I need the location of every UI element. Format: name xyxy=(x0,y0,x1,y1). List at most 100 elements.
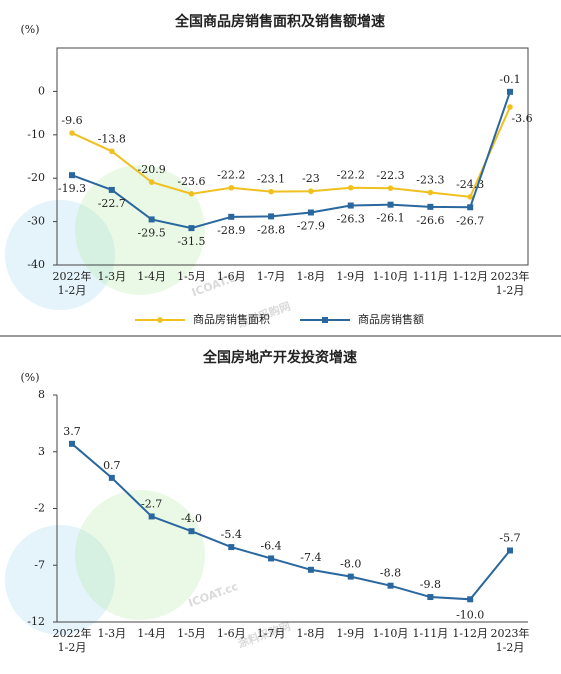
legend-label: 商品房销售面积 xyxy=(193,312,270,326)
x-tick-label: 1-11月 xyxy=(413,270,449,283)
point xyxy=(427,594,434,601)
data-label: -8.0 xyxy=(340,558,361,571)
data-label: -26.3 xyxy=(337,213,365,226)
x-tick-label: 1-2月 xyxy=(58,284,87,297)
x-tick-label: 1-5月 xyxy=(177,627,206,640)
point xyxy=(69,440,75,447)
data-label: -29.5 xyxy=(138,226,166,239)
y-tick-label: 0 xyxy=(38,84,45,97)
legend-swatch xyxy=(157,317,163,323)
data-label: -23.6 xyxy=(177,175,205,188)
series-line xyxy=(71,91,511,230)
x-tick-label: 2022年 xyxy=(53,269,92,283)
x-tick-label: 1-8月 xyxy=(297,627,326,640)
data-label: -31.5 xyxy=(177,235,205,248)
plot-frame xyxy=(56,47,529,266)
series-line xyxy=(71,106,511,198)
point xyxy=(69,130,75,136)
point xyxy=(307,209,314,216)
x-tick-label: 2023年 xyxy=(491,269,530,283)
x-tick-label: 2022年 xyxy=(53,626,92,640)
point xyxy=(427,203,434,210)
x-tick-label: 1-3月 xyxy=(97,270,126,283)
point xyxy=(228,184,235,191)
x-tick-label: 1-3月 xyxy=(97,627,126,640)
y-tick-label: -30 xyxy=(27,215,45,228)
point xyxy=(268,188,274,195)
decor xyxy=(75,165,205,295)
decor xyxy=(5,200,115,310)
point xyxy=(467,194,473,200)
data-label: -3.6 xyxy=(511,112,532,125)
x-tick-label: 1-9月 xyxy=(336,270,365,283)
x-tick-label: 1-9月 xyxy=(336,627,365,640)
point xyxy=(228,213,235,220)
point xyxy=(387,582,394,589)
data-label: -22.7 xyxy=(98,197,126,210)
data-label: -4.0 xyxy=(181,512,202,525)
point xyxy=(108,186,115,193)
x-tick-label: 1-4月 xyxy=(137,627,166,640)
x-tick-label: 1-7月 xyxy=(257,270,286,283)
decor xyxy=(75,490,205,620)
data-label: -10.0 xyxy=(456,608,484,621)
data-label: -23.3 xyxy=(416,174,444,187)
point xyxy=(347,184,354,191)
legend-label: 商品房销售额 xyxy=(358,312,424,326)
legend-swatch xyxy=(322,317,328,323)
data-label: -5.7 xyxy=(499,531,520,544)
x-tick-label: 1-8月 xyxy=(297,270,326,283)
point xyxy=(427,189,434,196)
point xyxy=(467,596,474,603)
data-label: -23.1 xyxy=(257,173,285,186)
y-tick-label: -7 xyxy=(34,558,45,571)
point xyxy=(148,179,155,185)
point xyxy=(69,172,75,179)
point xyxy=(387,201,394,208)
point xyxy=(268,555,275,562)
point xyxy=(148,216,155,223)
data-label: -22.3 xyxy=(376,169,404,182)
data-label: -13.8 xyxy=(98,132,126,145)
x-tick-label: 1-10月 xyxy=(373,627,409,640)
data-label: -8.8 xyxy=(380,567,401,580)
y-tick-label: 3 xyxy=(38,445,45,458)
data-label: -22.2 xyxy=(217,169,245,182)
x-tick-label: 1-2月 xyxy=(496,641,525,654)
point xyxy=(387,185,394,191)
point xyxy=(188,225,195,232)
data-label: -27.9 xyxy=(297,219,325,232)
data-label: -5.4 xyxy=(221,528,242,541)
data-label: -9.8 xyxy=(420,578,441,591)
point xyxy=(308,188,314,195)
data-label: -26.6 xyxy=(416,214,444,227)
point xyxy=(148,513,155,520)
x-tick-label: 2023年 xyxy=(491,626,530,640)
point xyxy=(307,566,314,573)
y-tick-label: -12 xyxy=(27,615,45,628)
point xyxy=(507,88,513,95)
y-unit: (%) xyxy=(20,23,39,36)
x-tick-label: 1-7月 xyxy=(257,627,286,640)
chart-title: 全国商品房销售面积及销售额增速 xyxy=(174,13,385,30)
data-label: -20.9 xyxy=(138,163,166,176)
point xyxy=(347,202,354,209)
point xyxy=(188,528,195,535)
data-label: -0.1 xyxy=(499,73,520,86)
x-tick-label: 1-2月 xyxy=(496,284,525,297)
data-label: -6.4 xyxy=(260,539,281,552)
y-unit: (%) xyxy=(20,371,39,384)
data-label: -9.6 xyxy=(61,114,82,127)
decor xyxy=(5,525,115,635)
data-label: 0.7 xyxy=(103,459,121,472)
point xyxy=(507,547,513,554)
x-tick-label: 1-6月 xyxy=(217,270,246,283)
x-tick-label: 1-2月 xyxy=(58,641,87,654)
x-tick-label: 1-4月 xyxy=(137,270,166,283)
x-tick-label: 1-12月 xyxy=(452,627,488,640)
x-tick-label: 1-12月 xyxy=(452,270,488,283)
y-tick-label: -20 xyxy=(27,171,45,184)
x-tick-label: 1-10月 xyxy=(373,270,409,283)
